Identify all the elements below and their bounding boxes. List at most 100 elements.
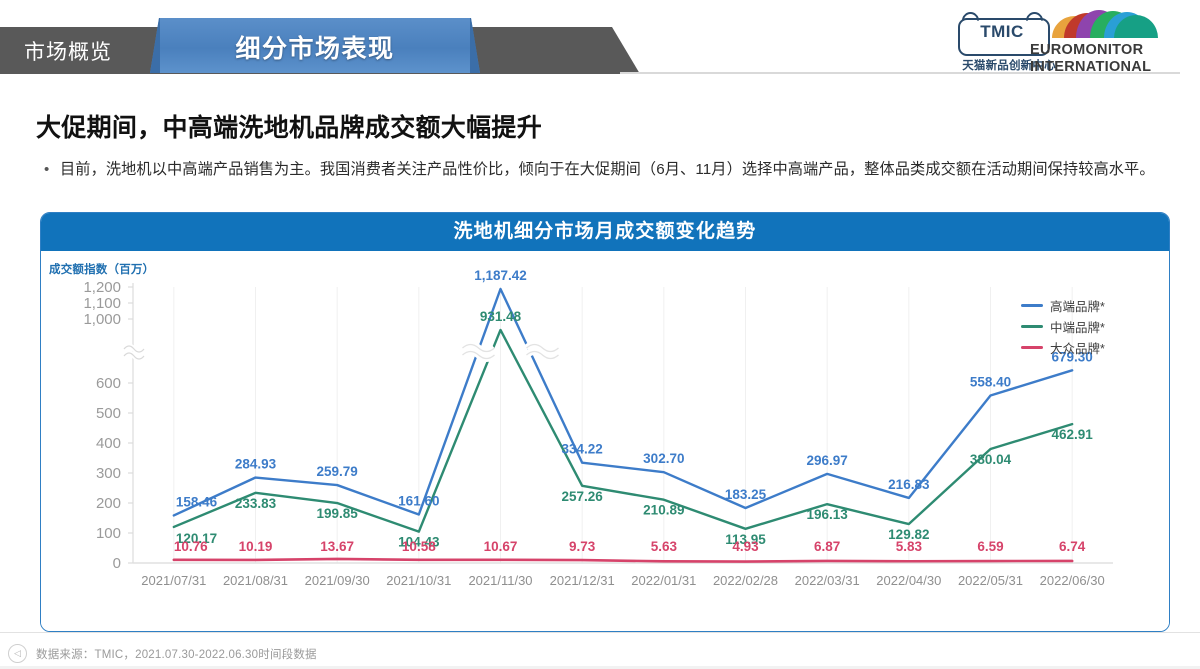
euromonitor-logo: EUROMONITOR INTERNATIONAL	[1030, 10, 1180, 76]
tmic-subtitle: 天猫新品创新中心	[962, 60, 1056, 72]
chart-plot-area: 成交额指数（百万） 0 100 200 300 400 500 600 1,000 1,100 1…	[41, 251, 1169, 631]
tab-market-overview[interactable]: 市场概览	[24, 41, 112, 64]
data-label-s1-7: 113.95	[725, 532, 766, 547]
data-label-s2-0: 10.76	[174, 539, 208, 554]
data-label-s1-2: 199.85	[317, 506, 359, 521]
x-tick-label: 2022/05/31	[958, 573, 1023, 588]
series-line-1	[172, 328, 1074, 533]
data-label-s0-11: 679.30	[1052, 349, 1093, 364]
chart-card: 洗地机细分市场月成交额变化趋势 成交额指数（百万） 0 100 200 300 400 5…	[40, 212, 1170, 632]
y-tick-label: 200	[96, 495, 121, 512]
series-break-icon-1	[526, 350, 559, 360]
data-label-s1-1: 233.83	[235, 496, 277, 511]
x-tick-label: 2021/09/30	[305, 573, 370, 588]
x-tick-label: 2022/01/31	[631, 573, 696, 588]
x-tick-label: 2021/08/31	[223, 573, 288, 588]
bullet-paragraph: • 目前，洗地机以中高端产品销售为主。我国消费者关注产品性价比，倾向于在大促期间…	[44, 158, 1164, 182]
data-label-s2-8: 6.87	[814, 539, 840, 554]
data-label-s1-9: 129.82	[888, 527, 929, 542]
x-tick-label: 2022/03/31	[795, 573, 860, 588]
tmic-logo: TMIC 天猫新品创新中心	[950, 8, 1068, 76]
legend-item-2[interactable]: 大众品牌*	[1021, 337, 1151, 358]
data-label-s2-11: 6.74	[1059, 539, 1086, 554]
data-label-s1-6: 210.89	[643, 503, 684, 518]
banner-divider-line	[620, 72, 1180, 74]
y-tick-label: 300	[96, 465, 121, 482]
data-label-s0-1: 284.93	[235, 457, 277, 472]
bullet-marker-icon: •	[44, 161, 50, 178]
data-label-s2-6: 5.63	[651, 539, 678, 554]
page-title: 大促期间，中高端洗地机品牌成交额大幅提升	[36, 114, 543, 142]
data-label-s2-2: 13.67	[320, 539, 354, 554]
footer-accent-bar	[0, 666, 1200, 669]
chart-legend: 高端品牌* 中端品牌* 大众品牌*	[1021, 295, 1151, 358]
x-tick-label: 2021/11/30	[468, 573, 532, 588]
data-label-s1-8: 196.13	[807, 507, 849, 522]
legend-label: 高端品牌*	[1050, 300, 1105, 314]
y-tick-label: 100	[96, 525, 121, 542]
y-tick-label: 0	[113, 555, 121, 572]
data-label-s1-0: 120.17	[176, 531, 217, 546]
data-label-s1-10: 380.04	[970, 452, 1012, 467]
series-break-icon-0	[462, 350, 495, 360]
data-label-s0-10: 558.40	[970, 374, 1011, 389]
banner-left-edge	[150, 18, 160, 73]
series-break-icon-0	[462, 343, 495, 353]
legend-label: 大众品牌*	[1050, 342, 1105, 356]
legend-swatch-icon	[1021, 325, 1043, 328]
data-label-s2-7: 4.93	[732, 539, 759, 554]
data-label-s0-3: 161.60	[398, 494, 439, 509]
data-label-s1-11: 462.91	[1052, 427, 1094, 442]
source-note: 数据来源：TMIC，2021.07.30-2022.06.30时间段数据	[36, 649, 317, 661]
y-axis-break-icon	[123, 352, 145, 360]
legend-swatch-icon	[1021, 304, 1043, 307]
legend-swatch-icon	[1021, 346, 1043, 349]
footer-divider	[0, 632, 1200, 633]
data-label-s0-4: 1,187.42	[474, 268, 527, 283]
data-label-s0-0: 158.46	[176, 494, 218, 509]
euromonitor-name-line2: INTERNATIONAL	[1030, 59, 1152, 75]
data-label-s0-2: 259.79	[317, 464, 358, 479]
y-tick-label: 600	[96, 375, 121, 392]
y-tick-label: 1,200	[83, 279, 121, 296]
y-axis-break-icon	[123, 345, 145, 353]
banner-right-edge	[470, 18, 480, 73]
x-tick-label: 2021/12/31	[550, 573, 615, 588]
chart-title: 洗地机细分市场月成交额变化趋势	[453, 221, 757, 242]
tmic-badge-shape	[958, 18, 1050, 56]
data-label-s2-1: 10.19	[239, 539, 273, 554]
prev-page-button[interactable]: ◁	[8, 644, 27, 663]
series-break-icon-1	[526, 343, 559, 353]
bullet-text: 目前，洗地机以中高端产品销售为主。我国消费者关注产品性价比，倾向于在大促期间（6…	[60, 161, 1155, 178]
x-tick-label: 2021/10/31	[386, 573, 451, 588]
x-tick-label: 2022/04/30	[876, 573, 941, 588]
data-label-s0-5: 334.22	[562, 442, 603, 457]
euromonitor-name-line1: EUROMONITOR	[1030, 42, 1144, 58]
series-line-0	[172, 287, 1074, 517]
data-label-s1-5: 257.26	[562, 489, 604, 504]
data-label-s2-10: 6.59	[977, 539, 1003, 554]
x-tick-label: 2021/07/31	[141, 573, 206, 588]
data-label-s1-4: 931.48	[480, 309, 522, 324]
legend-item-1[interactable]: 中端品牌*	[1021, 316, 1151, 337]
chart-card-header: 洗地机细分市场月成交额变化趋势	[41, 213, 1169, 251]
x-tick-label: 2022/06/30	[1040, 573, 1105, 588]
tab-segment-performance-label: 细分市场表现	[235, 35, 395, 63]
data-label-s2-4: 10.67	[484, 539, 518, 554]
tmic-wordmark: TMIC	[980, 22, 1024, 41]
x-tick-label: 2022/02/28	[713, 573, 778, 588]
tab-segment-performance[interactable]	[150, 18, 480, 73]
legend-label: 中端品牌*	[1050, 321, 1105, 335]
data-label-s1-3: 104.43	[398, 535, 440, 550]
data-label-s2-5: 9.73	[569, 539, 596, 554]
y-tick-label: 1,000	[83, 311, 121, 328]
top-banner: 市场概览 细分市场表现	[0, 0, 1200, 88]
euromonitor-arch-icon	[1052, 10, 1158, 38]
series-line-2	[172, 557, 1074, 563]
y-tick-label: 400	[96, 435, 121, 452]
legend-item-0[interactable]: 高端品牌*	[1021, 295, 1151, 316]
data-label-s0-9: 216.83	[888, 477, 930, 492]
data-label-s2-3: 10.58	[402, 539, 436, 554]
y-tick-label: 1,100	[83, 295, 121, 312]
